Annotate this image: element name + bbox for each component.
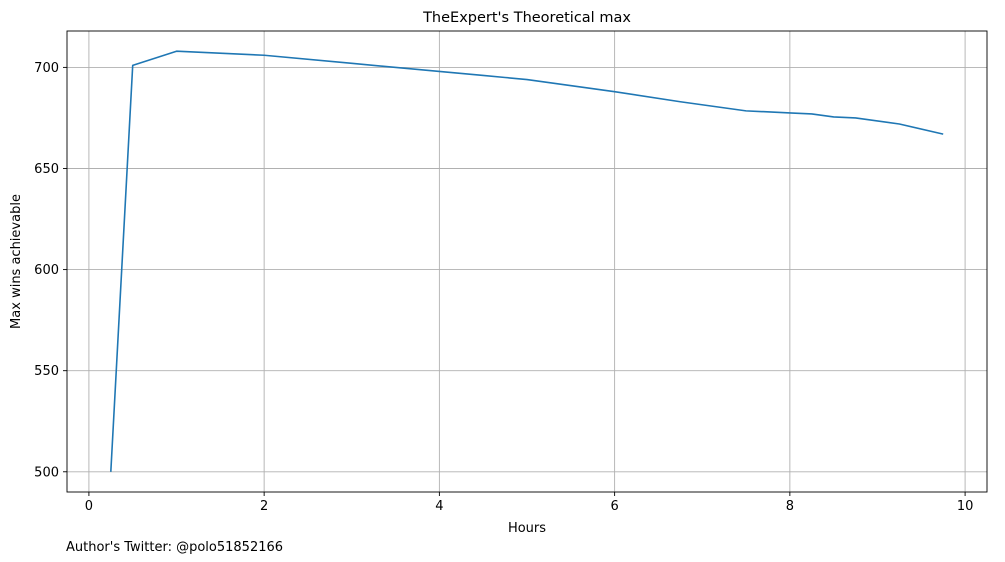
x-axis-label: Hours — [508, 521, 546, 536]
plot-area — [110, 50, 944, 472]
x-tick-label: 10 — [957, 499, 974, 514]
x-tick-label: 2 — [260, 499, 268, 514]
author-twitter-credit: Author's Twitter: @polo51852166 — [66, 540, 283, 555]
x-tick-label: 4 — [435, 499, 443, 514]
y-tick-label: 600 — [34, 263, 59, 278]
y-tick-label: 550 — [34, 364, 59, 379]
axes-frame — [66, 30, 988, 493]
x-tick-label: 8 — [786, 499, 794, 514]
x-tick-label: 6 — [610, 499, 618, 514]
series-line — [110, 50, 944, 472]
y-tick-label: 500 — [34, 465, 59, 480]
axis-ticks: 0 2 4 6 8 10 500 550 600 650 700 — [34, 61, 973, 514]
y-tick-label: 700 — [34, 61, 59, 76]
x-tick-label: 0 — [85, 499, 93, 514]
grid-lines — [67, 31, 987, 492]
y-tick-label: 650 — [34, 162, 59, 177]
chart-title: TheExpert's Theoretical max — [422, 10, 631, 26]
y-axis-label: Max wins achievable — [9, 194, 24, 329]
